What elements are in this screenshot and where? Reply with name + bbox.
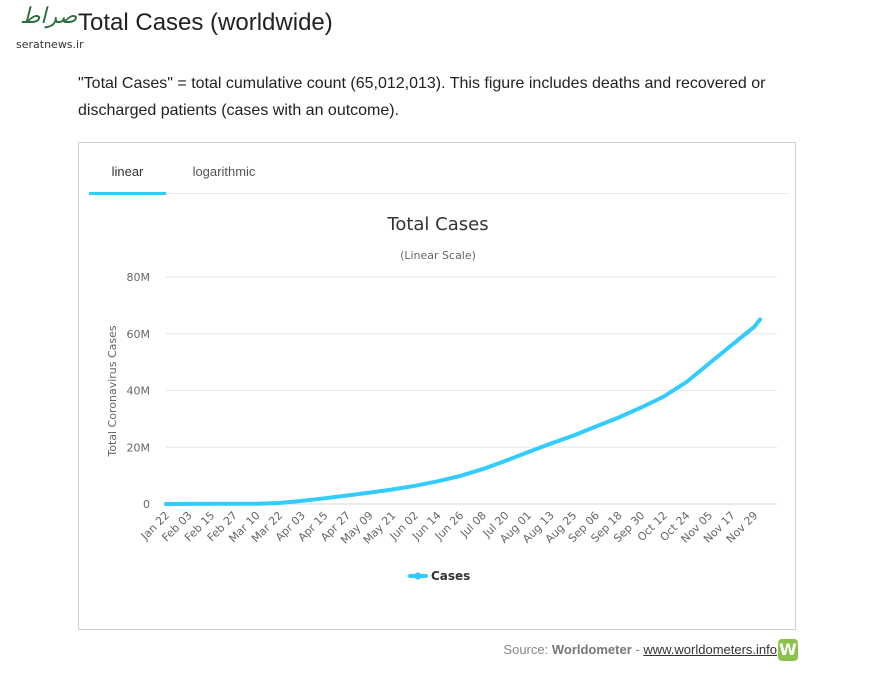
y-axis-title: Total Coronavirus Cases xyxy=(106,325,119,458)
watermark-logo: صراط seratnews.ir xyxy=(14,4,104,52)
source-name: Worldometer xyxy=(551,642,632,657)
scale-tabs: linear logarithmic xyxy=(89,153,787,195)
x-tick-label: Jul 08 xyxy=(457,509,489,541)
chart-title: Total Cases xyxy=(386,214,488,235)
series-line-cases[interactable] xyxy=(164,317,762,506)
legend-item-cases[interactable]: Cases xyxy=(408,569,470,583)
tab-linear[interactable]: linear xyxy=(89,153,166,195)
source-line: Source: Worldometer - www.worldometers.i… xyxy=(503,642,777,657)
y-axis-ticks: 0 20M 40M 60M 80M xyxy=(127,271,151,511)
source-link[interactable]: www.worldometers.info xyxy=(643,642,777,657)
source-prefix: Source: xyxy=(503,642,552,657)
chart-container: linear logarithmic Total Cases (Linear S… xyxy=(78,142,796,630)
y-tick-label: 20M xyxy=(127,441,151,454)
watermark-url: seratnews.ir xyxy=(16,38,84,51)
watermark-script: صراط xyxy=(20,4,78,29)
y-tick-label: 80M xyxy=(127,271,151,284)
tab-logarithmic[interactable]: logarithmic xyxy=(192,164,256,179)
page-title: Total Cases (worldwide) xyxy=(78,9,333,36)
gridlines xyxy=(166,276,777,505)
y-tick-label: 0 xyxy=(143,498,150,511)
page-description: "Total Cases" = total cumulative count (… xyxy=(78,75,766,119)
source-separator: - xyxy=(631,642,644,657)
y-tick-label: 60M xyxy=(127,328,151,341)
series-group xyxy=(164,317,762,506)
legend-label: Cases xyxy=(431,569,470,583)
chart-subtitle: (Linear Scale) xyxy=(400,249,476,262)
total-cases-chart: Total Cases (Linear Scale) Total Coronav… xyxy=(106,214,777,583)
legend-marker xyxy=(414,572,422,580)
worldometer-logo-icon: W xyxy=(778,639,798,661)
y-tick-label: 40M xyxy=(127,385,151,398)
